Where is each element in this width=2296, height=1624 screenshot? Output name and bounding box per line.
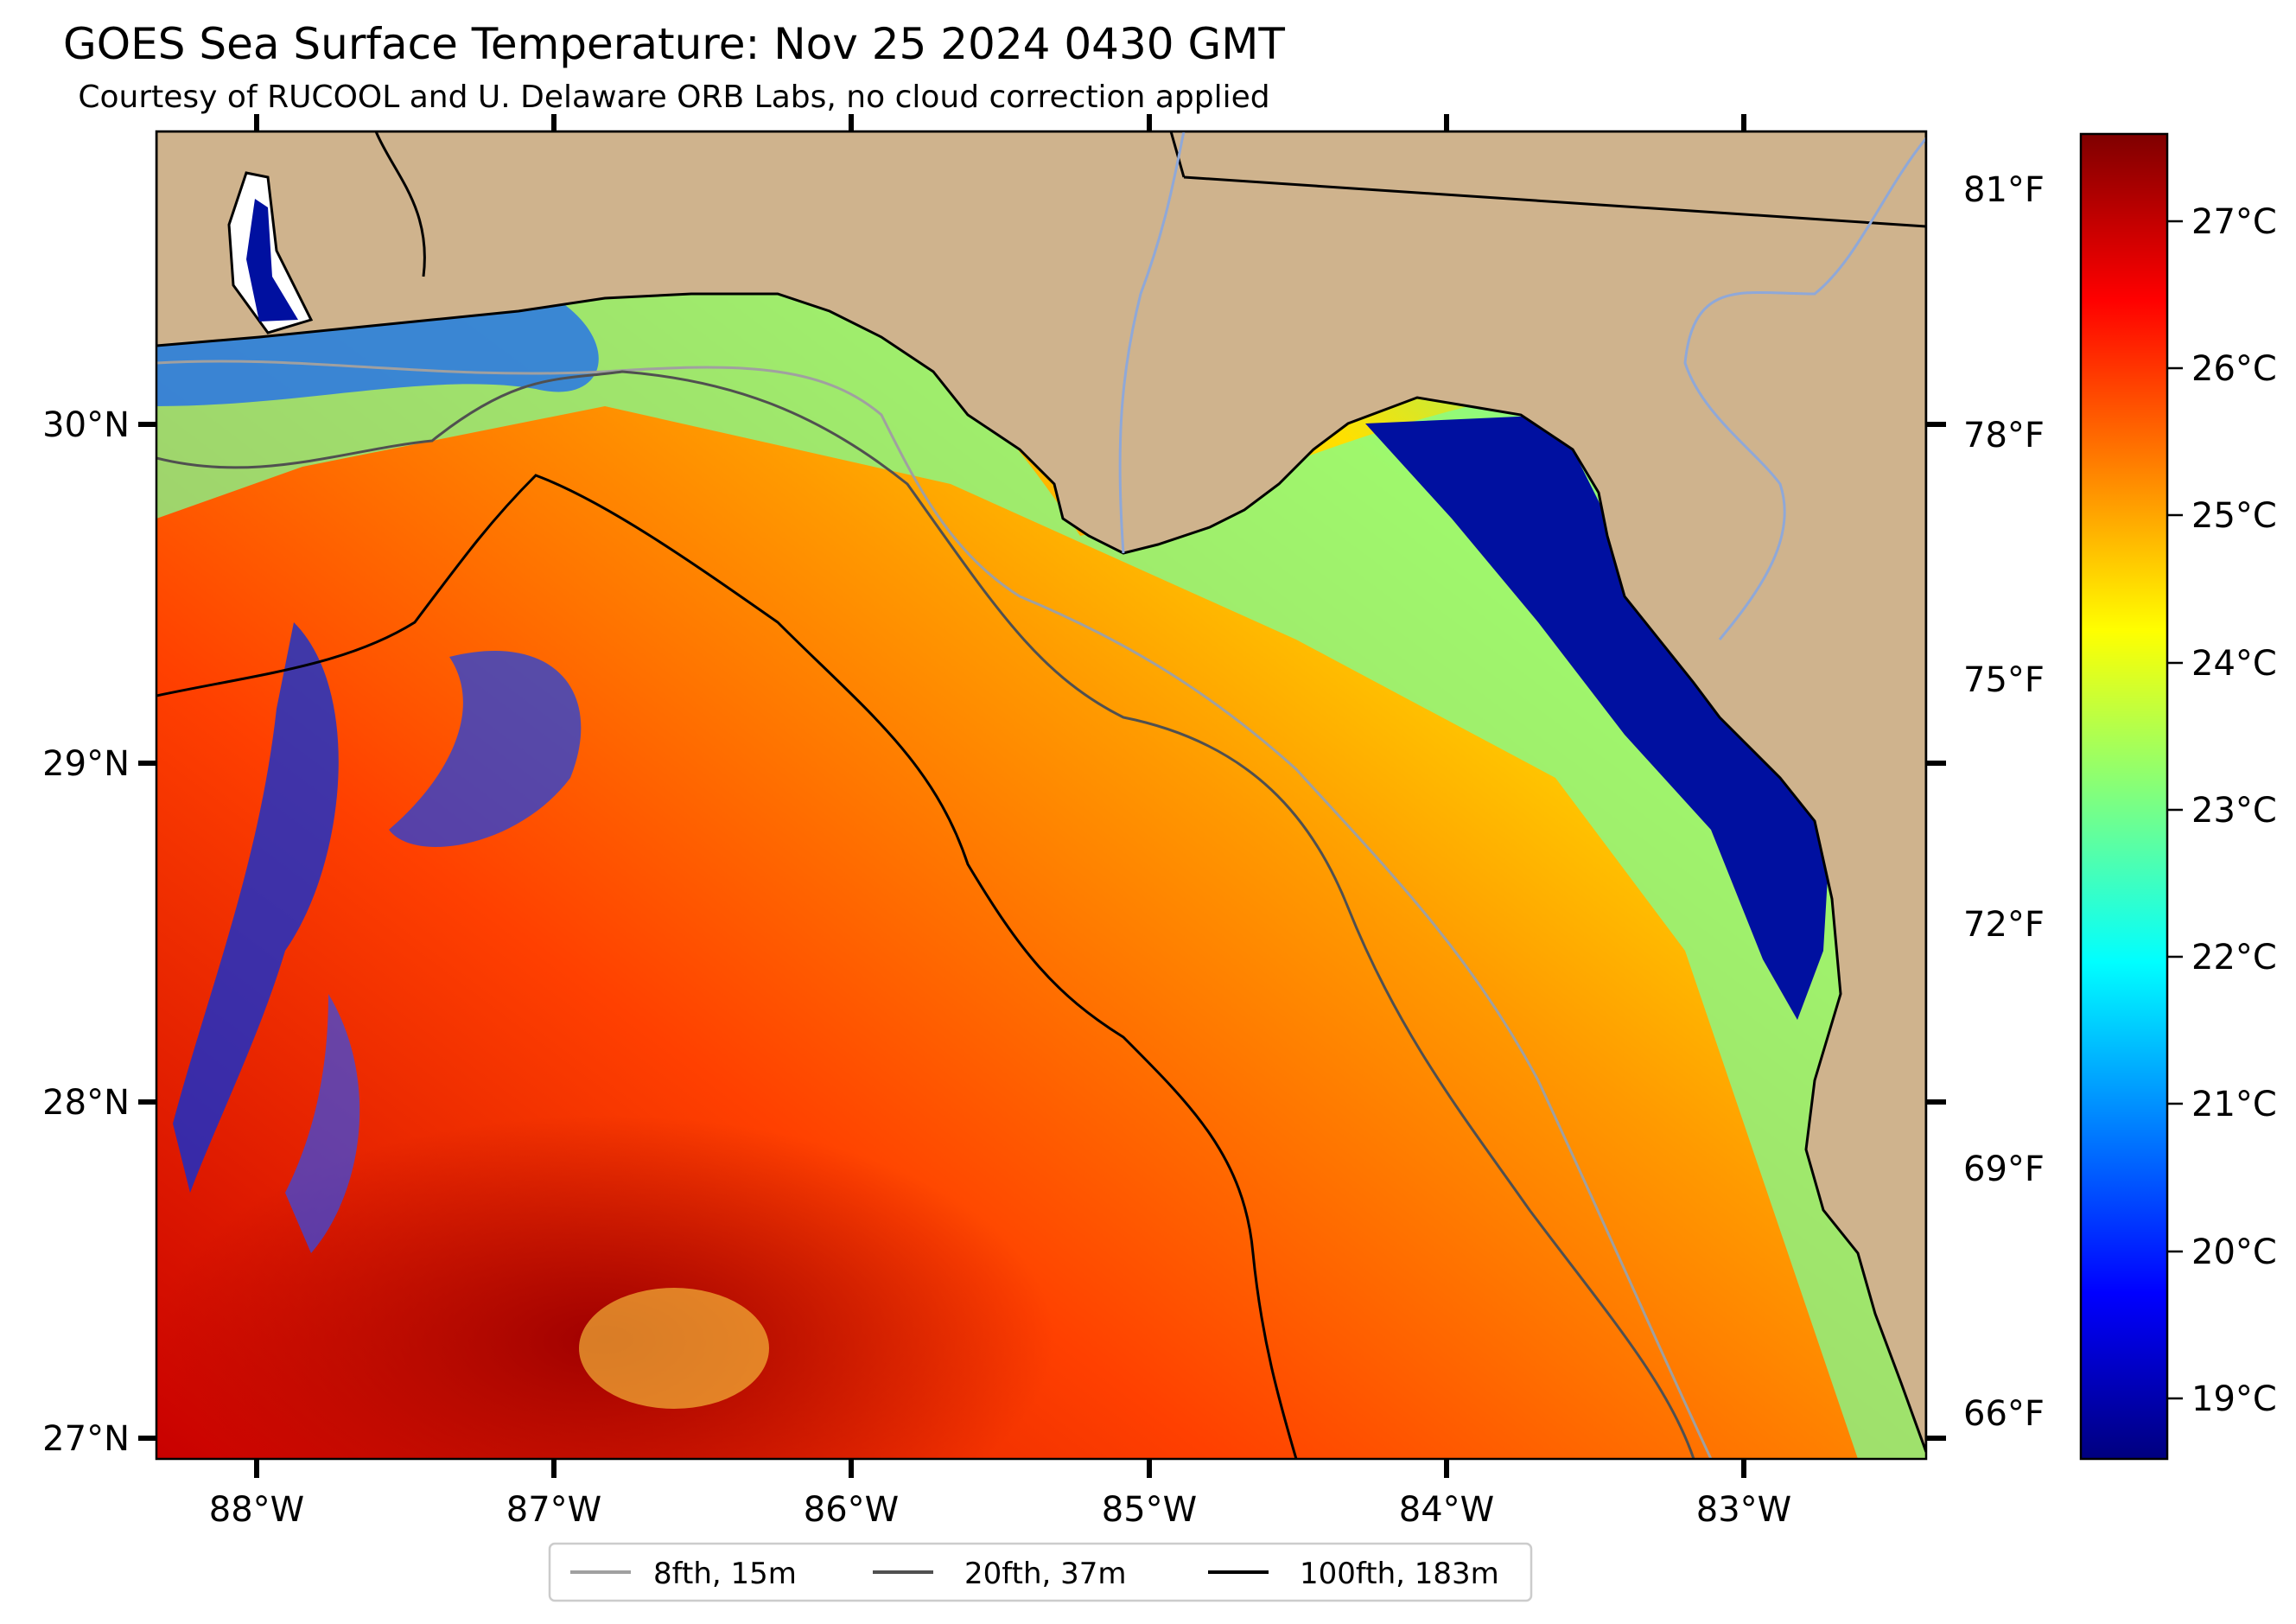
- c-label-25: 25°C: [2191, 496, 2277, 536]
- f-label-66: 66°F: [1963, 1394, 2045, 1434]
- c-label-23: 23°C: [2191, 791, 2277, 831]
- river-suwannee: [1683, 137, 1926, 640]
- lon-label-85w: 85°W: [1102, 1490, 1197, 1530]
- c-label-19: 19°C: [2191, 1379, 2277, 1419]
- map-title: GOES Sea Surface Temperature: Nov 25 202…: [63, 19, 1285, 69]
- warm-core: [156, 1115, 1054, 1459]
- legend-box: [548, 1542, 1533, 1602]
- c-label-24: 24°C: [2191, 644, 2277, 684]
- lat-label-27n: 27°N: [42, 1419, 130, 1459]
- fahrenheit-axis: 81°F 78°F 75°F 72°F 69°F 66°F: [1963, 170, 2045, 1434]
- lon-label-88w: 88°W: [209, 1490, 304, 1530]
- latitude-axis: 30°N 29°N 28°N 27°N: [42, 405, 1946, 1459]
- lat-label-29n: 29°N: [42, 744, 130, 784]
- lon-label-87w: 87°W: [506, 1490, 601, 1530]
- f-label-69: 69°F: [1963, 1150, 2045, 1189]
- lon-label-86w: 86°W: [804, 1490, 899, 1530]
- mobile-bay-water: [246, 199, 298, 322]
- c-label-26: 26°C: [2191, 349, 2277, 389]
- c-label-27: 27°C: [2191, 202, 2277, 242]
- state-border: [1183, 175, 1926, 228]
- legend-label-20fth: 20fth, 37m: [964, 1557, 1127, 1591]
- warm-patch: [579, 1288, 769, 1409]
- legend-label-8fth: 8fth, 15m: [653, 1557, 797, 1591]
- river-apalachicola: [1118, 131, 1186, 554]
- state-border-north: [1169, 131, 1186, 178]
- land-mass: [156, 131, 1926, 1453]
- f-label-81: 81°F: [1963, 170, 2045, 210]
- celsius-axis: 27°C 26°C 25°C 24°C 23°C 22°C 21°C 20°C …: [2167, 202, 2277, 1419]
- lon-label-83w: 83°W: [1696, 1490, 1791, 1530]
- map-frame: [155, 130, 1928, 1461]
- contour-20fth: [156, 370, 1695, 1459]
- contour-8fth: [156, 360, 1713, 1459]
- lon-label-84w: 84°W: [1399, 1490, 1494, 1530]
- cool-filament-west: [173, 622, 339, 1193]
- lat-label-28n: 28°N: [42, 1083, 130, 1123]
- f-label-72: 72°F: [1963, 905, 2045, 945]
- c-label-22: 22°C: [2191, 938, 2277, 978]
- f-label-78: 78°F: [1963, 416, 2045, 455]
- cool-eddy: [389, 650, 582, 847]
- legend: 8fth, 15m 20fth, 37m 100fth, 183m: [548, 1542, 1533, 1602]
- map-subtitle: Courtesy of RUCOOL and U. Delaware ORB L…: [78, 80, 1270, 115]
- longitude-axis: 88°W 87°W 86°W 85°W 84°W 83°W: [209, 114, 1791, 1530]
- coastline-inland: [374, 131, 426, 277]
- map-panel: [156, 131, 1926, 1459]
- contour-100fth: [156, 474, 1298, 1459]
- c-label-20: 20°C: [2191, 1232, 2277, 1272]
- legend-label-100fth: 100fth, 183m: [1300, 1557, 1499, 1591]
- cool-shelf-band: [156, 292, 1926, 1459]
- f-label-75: 75°F: [1963, 660, 2045, 700]
- colorbar: [2079, 132, 2169, 1461]
- lat-label-30n: 30°N: [42, 405, 130, 445]
- c-label-21: 21°C: [2191, 1085, 2277, 1124]
- cool-filament-southwest: [285, 994, 360, 1253]
